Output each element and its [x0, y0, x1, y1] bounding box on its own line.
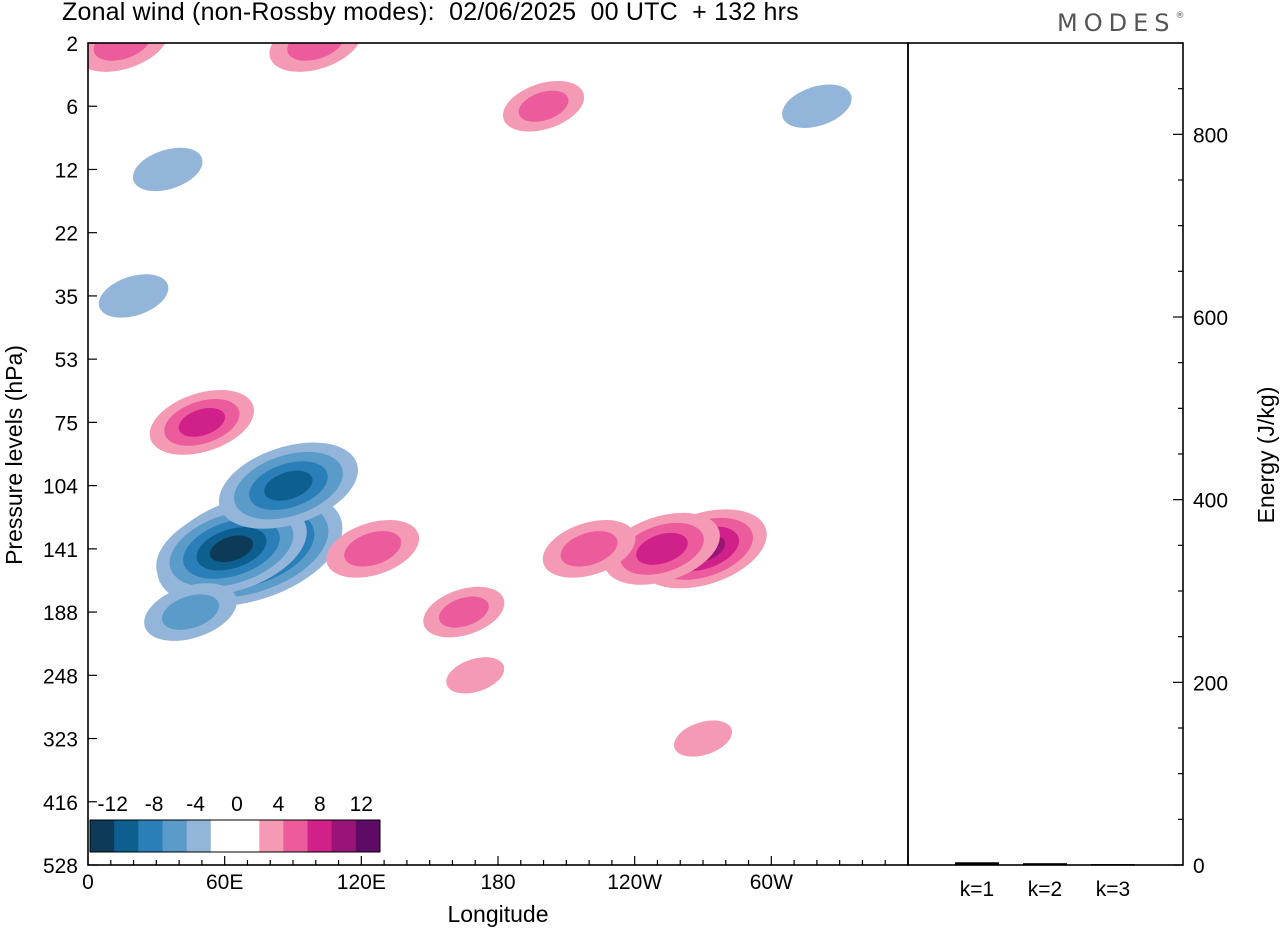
heatmap-contour [782, 84, 852, 128]
energy-bar [1023, 863, 1067, 865]
plot-frames [87, 42, 1184, 866]
colorbar-swatch [162, 820, 188, 852]
y-tick-label: 323 [43, 729, 78, 752]
colorbar-label: -12 [98, 793, 128, 816]
heatmap-contour [518, 90, 569, 122]
heatmap-feature [144, 583, 237, 641]
heatmap-contour [344, 531, 402, 567]
heatmap-contour [162, 594, 219, 630]
heatmap-contour [560, 531, 618, 567]
y-tick-label: 416 [43, 792, 78, 815]
heatmap-feature [98, 274, 169, 318]
energy-axis-title: Energy (J/kg) [1253, 387, 1279, 524]
energy-bar [1091, 864, 1135, 866]
heatmap-feature [326, 520, 420, 578]
heatmap-feature [269, 43, 363, 72]
heatmap-feature [674, 720, 732, 757]
x-axis: 0 60E 120E 180 120W 60W [82, 856, 909, 894]
energy-category-label: k=2 [1028, 878, 1062, 901]
heatmap-contour [178, 407, 226, 437]
heatmap-feature [446, 657, 505, 694]
heatmap-feature [502, 80, 585, 132]
heatmap-feature [423, 586, 505, 638]
y-tick-label: 75 [55, 412, 78, 435]
y-tick-label: 528 [43, 855, 78, 878]
y-tick-label: 6 [66, 96, 78, 119]
logo-text: MODES [1057, 9, 1176, 37]
colorbar-label: -4 [186, 793, 205, 816]
y-tick-label: 141 [43, 539, 78, 562]
energy-tick-label: 600 [1193, 307, 1228, 330]
energy-tick-label: 0 [1193, 855, 1205, 878]
heatmap-feature [604, 512, 720, 585]
energy-tick-label: 800 [1193, 124, 1228, 147]
energy-frame [907, 42, 1184, 866]
heatmap-contour [209, 535, 254, 563]
heatmap-feature [542, 520, 636, 578]
heatmap-field [88, 43, 852, 757]
x-tick-label: 60W [750, 871, 793, 894]
heatmap-contour [287, 43, 345, 61]
y-tick-label: 53 [55, 349, 78, 372]
x-tick-label: 60E [206, 871, 243, 894]
colorbar-swatch [355, 820, 381, 852]
colorbar-swatch [259, 820, 284, 852]
y-tick-label: 104 [43, 476, 78, 499]
heatmap-contour [674, 720, 732, 757]
y-tick-label: 22 [55, 223, 78, 246]
heatmap-contour [446, 657, 505, 694]
colorbar: -12 -8 -4 0 4 8 12 [86, 782, 384, 856]
colorbar-swatch [186, 820, 212, 852]
logo-registered-mark: ® [1175, 11, 1185, 21]
energy-tick-label: 400 [1193, 490, 1228, 513]
x-tick-label: 180 [480, 871, 515, 894]
energy-bar [955, 862, 999, 865]
colorbar-swatch [90, 820, 115, 852]
colorbar-frame [89, 819, 381, 853]
y-tick-label: 188 [43, 602, 78, 625]
energy-category-label: k=3 [1096, 878, 1130, 901]
colorbar-swatch [331, 820, 357, 852]
y-axis-title: Pressure levels (hPa) [1, 345, 27, 565]
energy-category-label: k=1 [960, 878, 994, 901]
heatmap-contour [98, 274, 169, 318]
x-tick-label: 0 [82, 871, 94, 894]
colorbar-label: -8 [145, 793, 164, 816]
colorbar-label: 8 [314, 793, 326, 816]
x-tick-label: 120W [607, 871, 662, 894]
heatmap-contour [438, 596, 489, 628]
y-tick-label: 2 [66, 33, 78, 56]
y-tick-label: 12 [55, 159, 78, 182]
colorbar-swatch [283, 820, 308, 852]
colorbar-swatch [138, 820, 163, 852]
heatmap-contour [264, 470, 313, 501]
heatmap-feature [149, 389, 255, 455]
colorbar-label: 4 [273, 793, 285, 816]
energy-tick-label: 200 [1193, 672, 1228, 695]
colorbar-zero-swatch [210, 820, 260, 852]
y-tick-label: 248 [43, 665, 78, 688]
energy-axis: 0 200 400 600 800 [1173, 42, 1228, 878]
colorbar-swatch [307, 820, 333, 852]
heatmap-frame [87, 42, 909, 866]
x-axis-title: Longitude [447, 901, 548, 927]
heatmap-contour [132, 147, 203, 192]
heatmap-feature [782, 84, 852, 128]
heatmap-feature [218, 442, 358, 529]
energy-bars: k=1 k=2 k=3 [955, 862, 1135, 901]
colorbar-swatch [114, 820, 139, 852]
heatmap-feature [88, 43, 169, 72]
y-tick-label: 35 [55, 286, 78, 309]
heatmap-contour [93, 43, 151, 61]
chart-title: Zonal wind (non-Rossby modes): 02/06/202… [62, 0, 799, 26]
heatmap-feature [132, 147, 203, 192]
x-tick-label: 120E [337, 871, 386, 894]
colorbar-label: 0 [231, 793, 243, 816]
modes-logo: MODES® [1057, 9, 1184, 37]
y-axis: 2 6 12 22 35 53 75 104 141 188 248 323 416 528 [43, 33, 97, 878]
heatmap-contour [636, 532, 688, 565]
colorbar-label: 12 [350, 793, 373, 816]
